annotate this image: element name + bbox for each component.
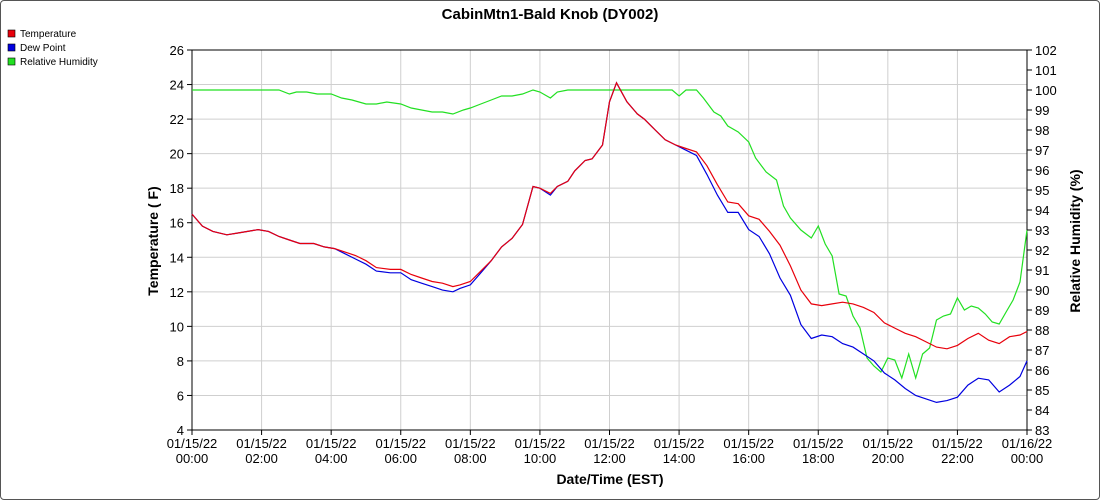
- y-tick-label: 8: [177, 354, 184, 369]
- x-tick-time: 16:00: [732, 451, 765, 466]
- y2-tick-label: 92: [1035, 243, 1049, 258]
- x-tick-time: 06:00: [384, 451, 417, 466]
- x-tick-date: 01/15/22: [306, 436, 357, 451]
- y-tick-label: 26: [170, 43, 184, 58]
- x-tick-date: 01/15/22: [932, 436, 983, 451]
- series-line-temperature: [191, 81, 1028, 350]
- y-tick-label: 6: [177, 388, 184, 403]
- right-axis-ticks: 83 84 85 86 87 88 89 90 91 92 93 94 95 96 97 98 99 100 101…: [1027, 43, 1057, 438]
- legend-swatch: [7, 57, 16, 66]
- x-tick-time: 00:00: [176, 451, 209, 466]
- y2-tick-label: 97: [1035, 143, 1049, 158]
- x-tick-time: 20:00: [872, 451, 905, 466]
- legend: Temperature Dew Point Relative Humidity: [7, 29, 98, 68]
- x-tick-time: 14:00: [663, 451, 696, 466]
- y2-tick-label: 95: [1035, 183, 1049, 198]
- x-tick-date: 01/15/22: [584, 436, 635, 451]
- legend-label: Dew Point: [20, 43, 66, 54]
- x-tick-time: 02:00: [245, 451, 278, 466]
- x-tick-date: 01/16/22: [1002, 436, 1053, 451]
- x-tick-time: 18:00: [802, 451, 835, 466]
- y2-tick-label: 100: [1035, 83, 1057, 98]
- legend-swatch: [7, 43, 16, 52]
- x-tick-date: 01/15/22: [236, 436, 287, 451]
- y2-tick-label: 98: [1035, 123, 1049, 138]
- y2-tick-label: 101: [1035, 63, 1057, 78]
- y2-tick-label: 87: [1035, 343, 1049, 358]
- legend-swatch: [7, 29, 16, 38]
- y2-tick-label: 93: [1035, 223, 1049, 238]
- y2-tick-label: 99: [1035, 103, 1049, 118]
- y2-tick-label: 86: [1035, 363, 1049, 378]
- x-tick-time: 12:00: [593, 451, 626, 466]
- chart-title: CabinMtn1-Bald Knob (DY002): [442, 6, 659, 23]
- x-axis-ticks: 01/15/2200:0001/15/2202:0001/15/2204:000…: [167, 430, 1053, 466]
- y-tick-label: 18: [170, 181, 184, 196]
- y2-tick-label: 91: [1035, 263, 1049, 278]
- y2-tick-label: 89: [1035, 303, 1049, 318]
- left-axis-ticks: 4 6 8 10 12 14 16 18 20 22 24 26: [170, 43, 192, 438]
- x-tick-date: 01/15/22: [515, 436, 566, 451]
- x-tick-time: 04:00: [315, 451, 348, 466]
- x-tick-time: 10:00: [524, 451, 557, 466]
- y2-tick-label: 102: [1035, 43, 1057, 58]
- x-tick-date: 01/15/22: [167, 436, 218, 451]
- y-tick-label: 22: [170, 112, 184, 127]
- x-axis-label: Date/Time (EST): [556, 471, 663, 487]
- y2-tick-label: 96: [1035, 163, 1049, 178]
- x-tick-time: 22:00: [941, 451, 974, 466]
- y2-tick-label: 94: [1035, 203, 1049, 218]
- legend-label: Temperature: [20, 29, 77, 40]
- y-tick-label: 24: [170, 78, 184, 93]
- y-tick-label: 16: [170, 216, 184, 231]
- x-tick-date: 01/15/22: [654, 436, 705, 451]
- x-tick-date: 01/15/22: [863, 436, 914, 451]
- y2-tick-label: 83: [1035, 423, 1049, 438]
- y2-tick-label: 85: [1035, 383, 1049, 398]
- y2-tick-label: 84: [1035, 403, 1049, 418]
- series-lines: [191, 81, 1028, 404]
- y-axis-label: Temperature ( F): [145, 186, 161, 295]
- y-tick-label: 4: [177, 423, 184, 438]
- y-tick-label: 20: [170, 147, 184, 162]
- y-tick-label: 10: [170, 319, 184, 334]
- series-line-relative-humidity: [192, 89, 1028, 381]
- y-tick-label: 14: [170, 250, 184, 265]
- y2-tick-label: 90: [1035, 283, 1049, 298]
- y2-axis-label: Relative Humidity (%): [1067, 169, 1083, 312]
- x-tick-time: 08:00: [454, 451, 487, 466]
- y-tick-label: 12: [170, 285, 184, 300]
- x-tick-date: 01/15/22: [793, 436, 844, 451]
- x-tick-date: 01/15/22: [723, 436, 774, 451]
- grid: [191, 49, 1028, 431]
- y2-tick-label: 88: [1035, 323, 1049, 338]
- x-tick-date: 01/15/22: [375, 436, 426, 451]
- x-tick-date: 01/15/22: [445, 436, 496, 451]
- legend-label: Relative Humidity: [20, 57, 98, 68]
- x-tick-time: 00:00: [1011, 451, 1044, 466]
